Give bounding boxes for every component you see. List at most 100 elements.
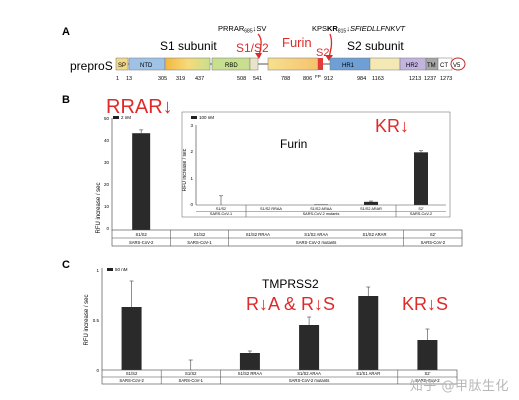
c-annotation-right: KR↓S	[402, 294, 448, 314]
b-tick: 20	[104, 182, 110, 187]
residue-position: 1163	[372, 76, 384, 82]
panel-b-ylabel: RFU increase / sec	[96, 182, 102, 233]
panel-b-label: B	[62, 94, 70, 106]
category-label: S1/S2 ARAA	[297, 371, 321, 376]
b-tick: 0	[106, 226, 109, 231]
panel-c: C TMPRSS2 R↓A & R↓S KR↓S RFU increase / …	[62, 259, 458, 385]
bar	[364, 201, 378, 205]
inset-tick: 1	[190, 176, 193, 181]
domain-label-hr2: HR2	[406, 63, 419, 69]
domain-label-tm: TM	[427, 63, 436, 69]
residue-position: 508	[237, 76, 246, 82]
watermark: 知乎 @甲肽生化	[409, 379, 509, 394]
group-label: SARS-CoV-2	[119, 378, 144, 383]
s2-seq-prefix: KPS	[312, 24, 327, 33]
panel-a: A preproS S1 subunit S2 subunit S1/S2 Fu…	[62, 24, 466, 82]
residue-positions: 1 13 305 319 437 508 541 788 806 912 984…	[116, 76, 452, 82]
domain-label-fp: FP	[315, 74, 321, 79]
panel-c-label: C	[62, 259, 70, 271]
residue-position: 541	[253, 76, 262, 82]
residue-position: 1213	[409, 76, 421, 82]
residue-position: 984	[357, 76, 366, 82]
s2-seq-tail: ↓SFIEDLLFNKVT	[346, 24, 406, 33]
inset-tick: 3	[190, 123, 193, 128]
category-label: S1/S2 RRAA	[246, 232, 270, 237]
residue-position: 1	[116, 76, 119, 82]
domain-label-ct: CT	[440, 63, 448, 69]
b-tick: 10	[104, 204, 110, 209]
category-label: S1/S2	[216, 207, 226, 211]
bar	[121, 307, 142, 370]
category-label: S1/S2	[194, 232, 206, 237]
c-category-table: S1/S2 S1/S2 S1/S2 RRAA S1/S2 ARAA S1/S1 ARAR…	[101, 369, 458, 385]
category-label: S1/S2 RRAA	[260, 207, 282, 211]
s1s2-seq-pos: 685	[244, 29, 253, 35]
group-label: SARS-CoV-2 mutants	[303, 212, 340, 216]
residue-position: 788	[281, 76, 290, 82]
s1s2-seq-tail: ↓SV	[253, 24, 267, 33]
protein-bar: SP NTD RBD FP HR1 HR2 TM CT V5	[115, 57, 466, 79]
c-tick: 0.5	[93, 318, 100, 323]
c-bars	[121, 280, 438, 370]
domain-fp	[318, 58, 323, 70]
domain-label-v5: V5	[453, 63, 461, 69]
c-tick: 1	[96, 268, 99, 273]
inset-legend-swatch	[191, 116, 197, 119]
b-inset-labels: S1/S2 S1/S2 RRAA S1/S2 ARAA S1/S2 ARAR S2'SA…	[196, 204, 446, 217]
s1s2-arrowhead-icon	[255, 53, 262, 59]
bar	[417, 340, 438, 370]
kr-annotation: KR↓	[375, 116, 409, 136]
category-label: S2'	[424, 371, 430, 376]
b-tick: 30	[104, 160, 110, 165]
protein-label: preproS	[70, 59, 113, 73]
group-label: SARS-CoV-1	[210, 212, 232, 216]
category-label: S2'	[418, 207, 424, 211]
s1s2-label: S1/S2	[236, 41, 269, 55]
c-tick: 0	[96, 368, 99, 373]
residue-position: 305	[158, 76, 167, 82]
domain-mid	[369, 57, 401, 71]
category-label: S1/S2	[185, 371, 197, 376]
s2-seq-pos: 815	[338, 29, 347, 35]
category-label: S2'	[430, 232, 436, 237]
bar	[132, 133, 151, 230]
c-legend-swatch	[107, 268, 113, 271]
panel-a-label: A	[62, 26, 70, 38]
b-main-labels: S1/S2 S1/S2 S1/S2 RRAA S1/S2 ARAA S1/S2 ARAR…	[129, 230, 446, 246]
group-label: SARS-CoV-1	[179, 378, 204, 383]
inset-legend-label: 100 nM	[199, 115, 214, 120]
c-yticks: 1 0.5 0	[93, 268, 100, 373]
domain-label-ntd: NTD	[140, 63, 153, 69]
domain-s1-gradient	[164, 57, 211, 71]
panel-c-ylabel: RFU increase / sec	[84, 294, 90, 345]
b-tick: 50	[104, 116, 110, 121]
residue-position: 13	[126, 76, 132, 82]
domain-linker	[249, 57, 259, 71]
s2-arrowhead-icon	[325, 55, 333, 61]
tmprss2-title: TMPRSS2	[262, 277, 319, 291]
group-label: SARS-CoV-2	[129, 240, 154, 245]
inset-tick: 0	[190, 202, 193, 207]
bar	[299, 325, 320, 370]
left-legend-swatch	[113, 116, 119, 119]
bar	[239, 353, 260, 370]
b-yticks: 50 40 30 20 10 0	[104, 116, 110, 231]
bar	[314, 204, 328, 205]
category-label: S1/S2	[126, 371, 138, 376]
b-category-table: S1/S2 S1/S2 S1/S2 RRAA S1/S2 ARAA S1/S2 ARAR…	[111, 229, 463, 247]
s2-subunit-label: S2 subunit	[347, 39, 404, 53]
domain-label-sp: SP	[118, 63, 126, 69]
s2-seq-bold: KR	[327, 24, 338, 33]
group-label: SARS-CoV-2	[421, 240, 446, 245]
s1s2-seq-head: PRRAR	[218, 24, 245, 33]
bar	[358, 296, 379, 370]
category-label: S1/S2 ARAA	[310, 207, 332, 211]
residue-position: 1237	[424, 76, 436, 82]
category-label: S1/S2 ARAR	[360, 207, 382, 211]
b-main-bars	[132, 129, 151, 230]
domain-s2-gradient	[267, 57, 319, 71]
b-tick: 40	[104, 138, 110, 143]
group-label: SARS-CoV-2	[410, 212, 432, 216]
rrar-annotation: RRAR↓	[106, 96, 173, 118]
